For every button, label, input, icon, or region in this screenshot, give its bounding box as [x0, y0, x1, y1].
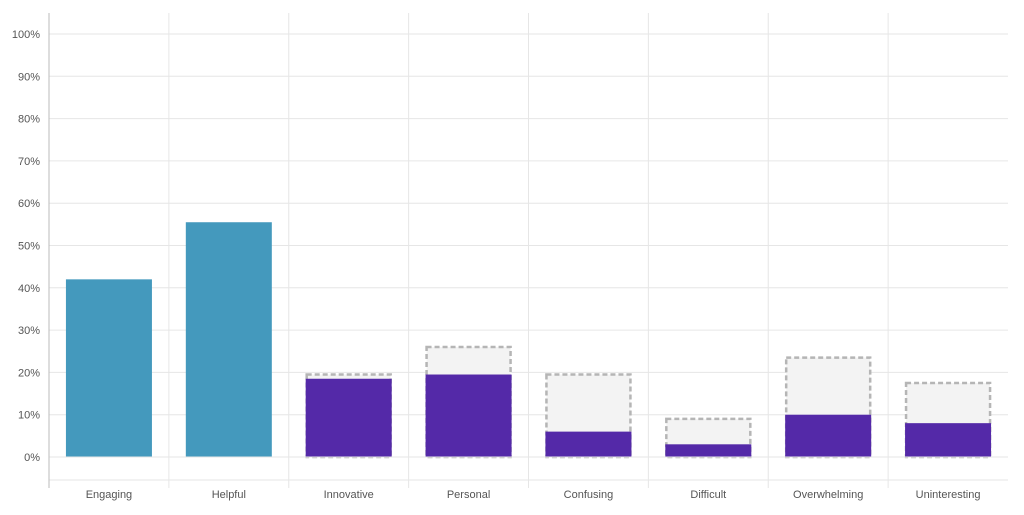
y-tick-label: 30%: [18, 325, 40, 337]
x-tick-label: Engaging: [86, 489, 133, 501]
y-tick-label: 70%: [18, 156, 40, 168]
y-tick-label: 50%: [18, 241, 40, 253]
x-tick-label: Helpful: [212, 489, 246, 501]
bar: [905, 423, 992, 457]
y-axis-ticks: 0% 10% 20% 30% 40% 50% 60% 70% 80% 90% 100%: [12, 29, 40, 464]
bar: [425, 374, 512, 457]
x-tick-label: Uninteresting: [916, 489, 981, 501]
y-tick-label: 10%: [18, 410, 40, 422]
x-tick-label: Difficult: [690, 489, 726, 501]
y-tick-label: 20%: [18, 367, 40, 379]
y-tick-label: 90%: [18, 71, 40, 83]
bar: [65, 279, 152, 457]
x-tick-label: Innovative: [324, 489, 374, 501]
x-axis-ticks: Engaging Helpful Innovative Personal Confusi…: [86, 489, 981, 501]
y-tick-label: 60%: [18, 198, 40, 210]
x-tick-label: Overwhelming: [793, 489, 863, 501]
x-tick-label: Personal: [447, 489, 490, 501]
bar: [665, 444, 752, 457]
bar: [305, 378, 392, 457]
x-tick-label: Confusing: [564, 489, 614, 501]
value-bars: [65, 222, 992, 457]
y-tick-label: 80%: [18, 114, 40, 126]
bar: [185, 222, 272, 457]
bar: [785, 414, 872, 457]
y-tick-label: 0%: [24, 452, 40, 464]
y-tick-label: 100%: [12, 29, 40, 41]
y-tick-label: 40%: [18, 283, 40, 295]
bar: [545, 431, 632, 457]
